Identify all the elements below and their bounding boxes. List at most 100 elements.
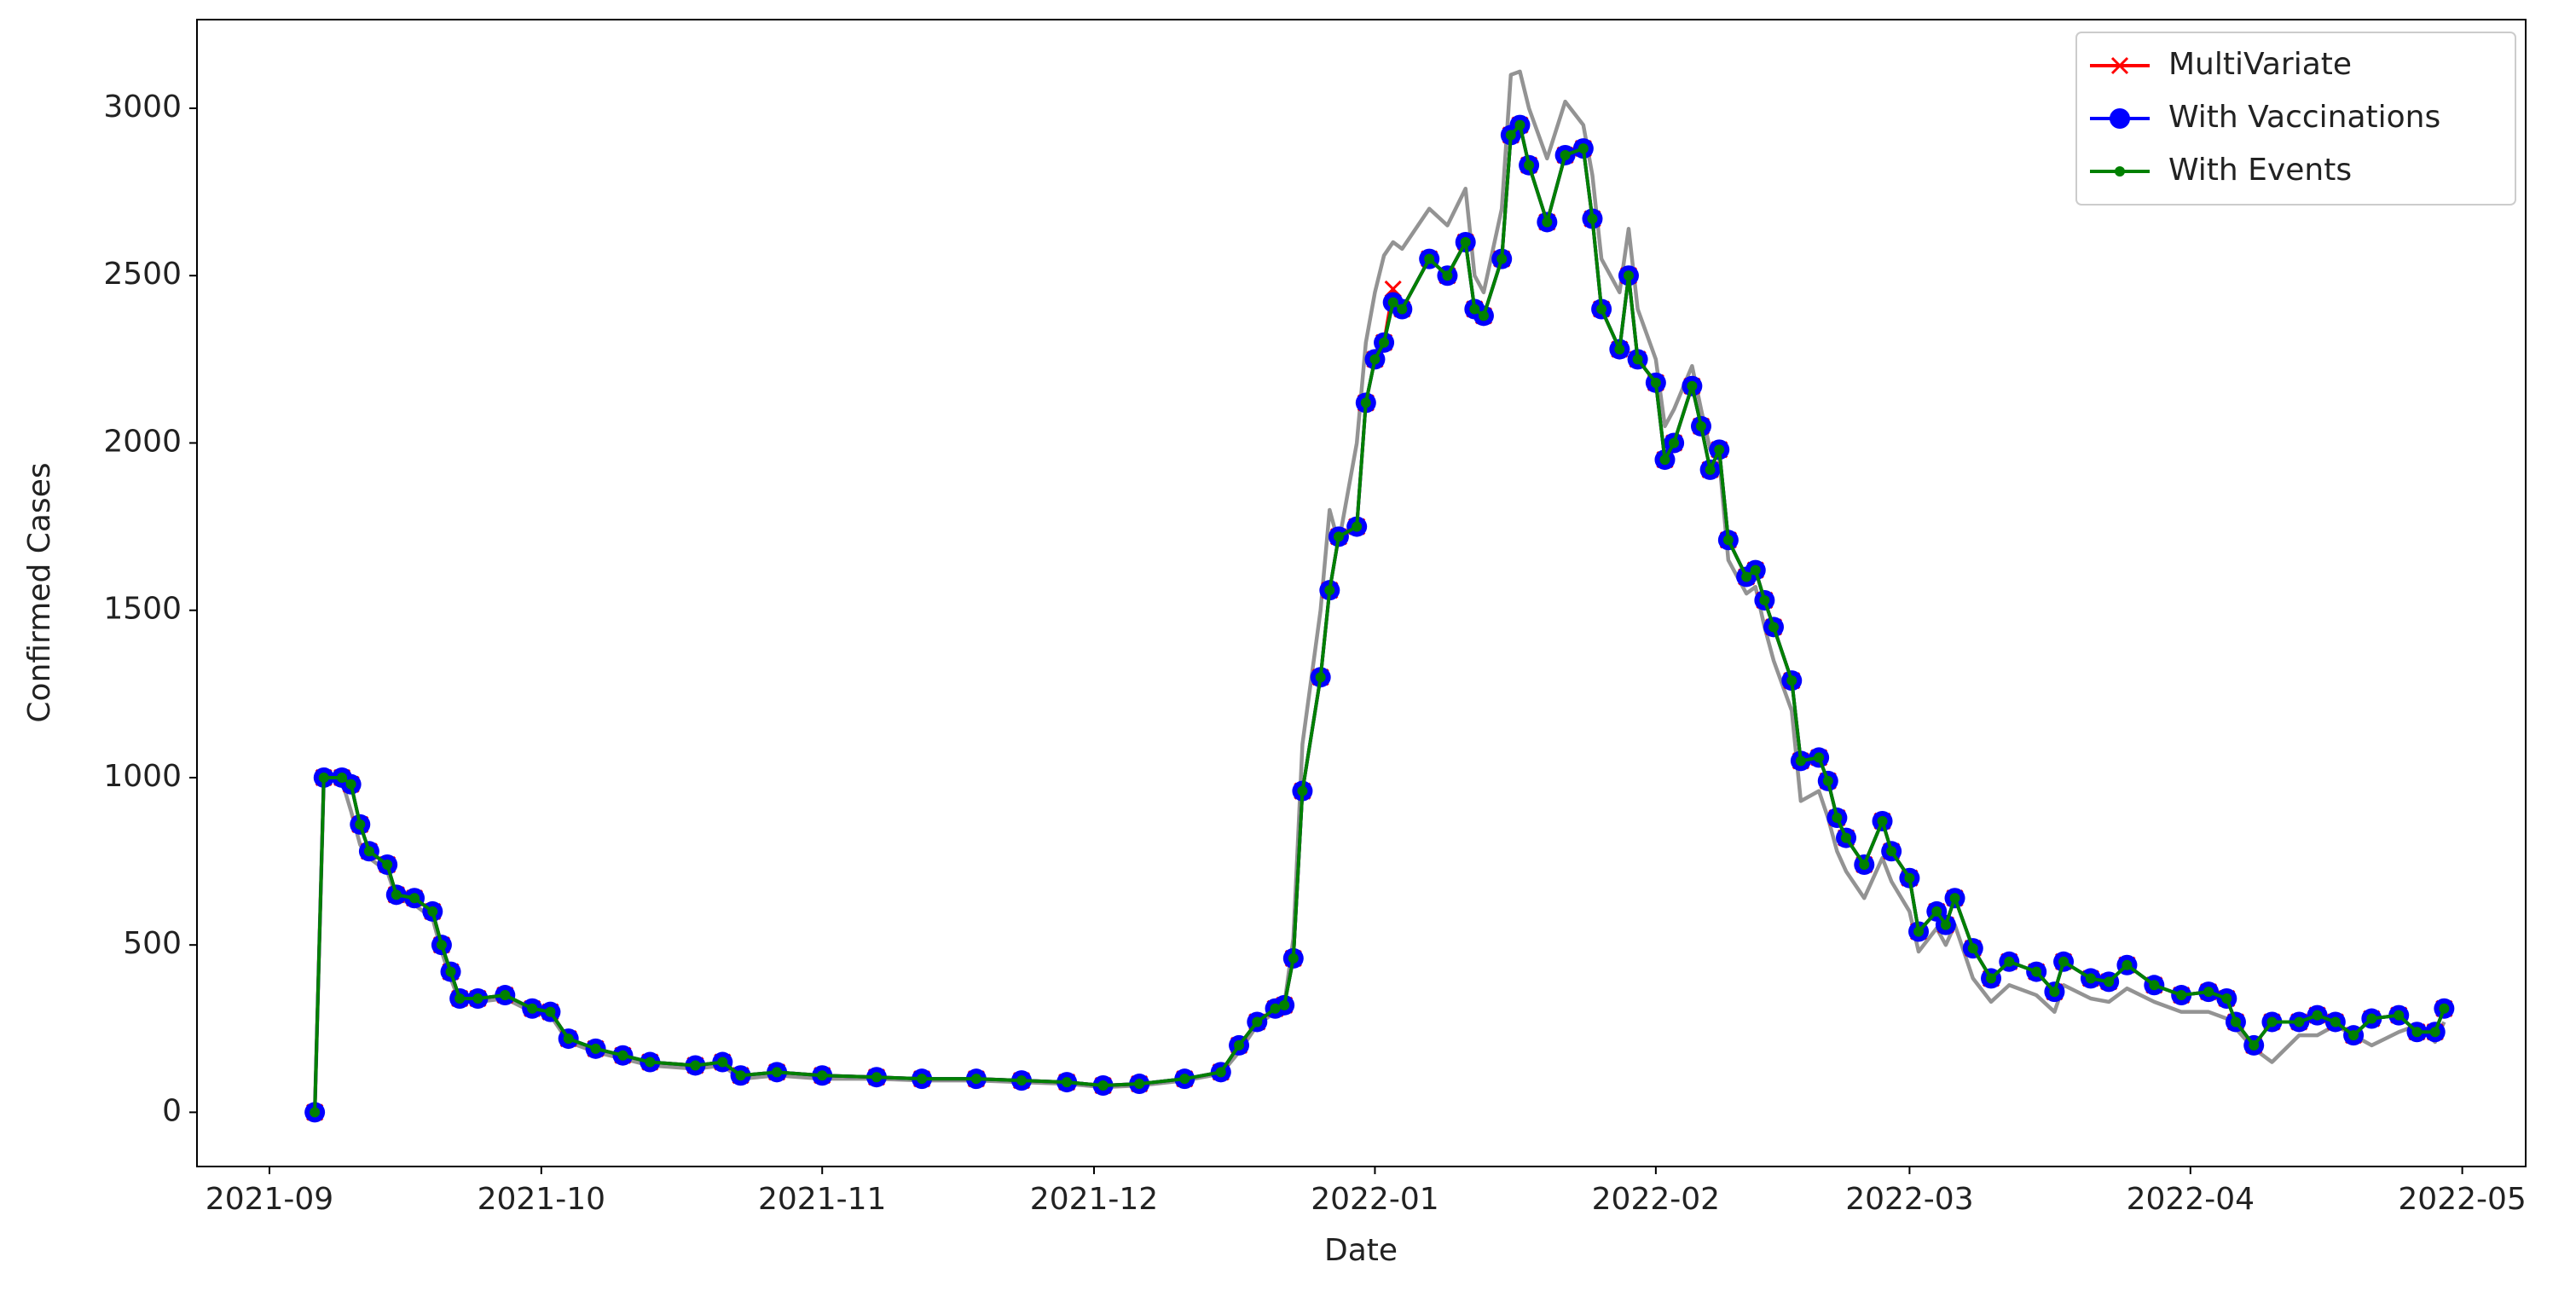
point-marker	[1669, 437, 1680, 449]
legend-marker	[2110, 108, 2130, 129]
point-marker	[563, 1033, 574, 1045]
point-marker	[1442, 270, 1453, 281]
point-marker	[1379, 337, 1390, 348]
point-marker	[1659, 454, 1670, 466]
point-marker	[1469, 304, 1480, 315]
point-marker	[2312, 1010, 2323, 1021]
point-marker	[1967, 943, 1978, 954]
point-marker	[1460, 236, 1471, 247]
point-marker	[1859, 859, 1870, 870]
point-marker	[1542, 217, 1553, 228]
point-marker	[2058, 956, 2069, 967]
point-marker	[1623, 270, 1634, 281]
x-tick-label: 2021-10	[478, 1182, 605, 1217]
point-marker	[2049, 987, 2060, 998]
point-marker	[1134, 1079, 1145, 1090]
y-tick-label: 2500	[103, 257, 182, 292]
point-marker	[427, 906, 438, 917]
point-marker	[645, 1057, 656, 1068]
point-marker	[1315, 672, 1326, 683]
point-marker	[2439, 1003, 2450, 1014]
point-marker	[1587, 213, 1598, 224]
point-marker	[527, 1003, 538, 1014]
x-tick-label: 2022-05	[2398, 1182, 2526, 1217]
point-marker	[1505, 130, 1516, 141]
point-marker	[337, 772, 348, 783]
legend-label: With Events	[2168, 153, 2352, 188]
point-marker	[2266, 1016, 2278, 1028]
point-marker	[1822, 775, 1833, 786]
point-marker	[2429, 1027, 2440, 1038]
point-marker	[1333, 531, 1344, 542]
y-tick-label: 1000	[103, 759, 182, 794]
point-marker	[2330, 1016, 2341, 1028]
point-marker	[1424, 253, 1435, 264]
point-marker	[2149, 980, 2160, 991]
point-marker	[382, 859, 393, 870]
point-marker	[1524, 159, 1535, 171]
point-marker	[917, 1074, 928, 1085]
point-marker	[2394, 1010, 2405, 1021]
point-marker	[2294, 1016, 2305, 1028]
point-marker	[1514, 119, 1525, 130]
point-marker	[617, 1050, 628, 1061]
point-marker	[1288, 952, 1299, 964]
point-marker	[1886, 846, 1897, 857]
point-marker	[1687, 380, 1698, 391]
point-marker	[1324, 585, 1335, 596]
point-marker	[1369, 354, 1381, 365]
y-tick-label: 0	[162, 1093, 182, 1128]
point-marker	[1270, 1003, 1281, 1014]
x-tick-label: 2021-12	[1030, 1182, 1158, 1217]
y-axis-label: Confirmed Cases	[22, 462, 57, 722]
point-marker	[1814, 752, 1825, 763]
legend-box	[2075, 32, 2516, 206]
point-marker	[1352, 521, 1363, 532]
x-tick-label: 2021-11	[758, 1182, 886, 1217]
point-marker	[1714, 444, 1725, 455]
point-marker	[472, 993, 483, 1004]
point-marker	[1750, 564, 1761, 576]
point-marker	[1741, 571, 1752, 582]
y-tick-label: 2000	[103, 424, 182, 459]
point-marker	[1759, 594, 1770, 605]
point-marker	[2004, 956, 2015, 967]
x-tick-label: 2021-09	[206, 1182, 333, 1217]
x-tick-label: 2022-03	[1845, 1182, 1973, 1217]
point-marker	[1596, 304, 1607, 315]
series-line	[313, 123, 2446, 1113]
point-marker	[355, 819, 366, 830]
point-marker	[1016, 1075, 1028, 1086]
point-marker	[1496, 253, 1508, 264]
point-marker	[1577, 143, 1589, 154]
x-tick-label: 2022-04	[2127, 1182, 2255, 1217]
point-marker	[2031, 966, 2042, 977]
point-marker	[1478, 310, 1489, 321]
point-marker	[2411, 1027, 2423, 1038]
point-marker	[2122, 959, 2133, 970]
legend-label: MultiVariate	[2168, 47, 2352, 82]
point-marker	[318, 772, 329, 783]
point-marker	[1695, 420, 1706, 431]
point-marker	[2249, 1039, 2260, 1051]
point-marker	[1832, 813, 1843, 824]
series	[310, 119, 2450, 1118]
point-marker	[1234, 1039, 1245, 1051]
x-tick-label: 2022-01	[1311, 1182, 1439, 1217]
point-marker	[1387, 297, 1398, 308]
point-marker	[871, 1072, 882, 1083]
point-marker	[1297, 785, 1308, 796]
point-marker	[1931, 906, 1942, 917]
point-marker	[1986, 973, 1997, 984]
legend-marker	[2110, 56, 2129, 75]
point-marker	[817, 1070, 828, 1081]
point-marker	[717, 1057, 728, 1068]
point-marker	[2203, 987, 2214, 998]
point-marker	[1614, 344, 1625, 355]
point-marker	[363, 846, 374, 857]
plot-frame	[196, 19, 2527, 1167]
point-marker	[2176, 990, 2187, 1001]
y-tick-label: 1500	[103, 592, 182, 627]
x-axis-label: Date	[1324, 1233, 1398, 1268]
